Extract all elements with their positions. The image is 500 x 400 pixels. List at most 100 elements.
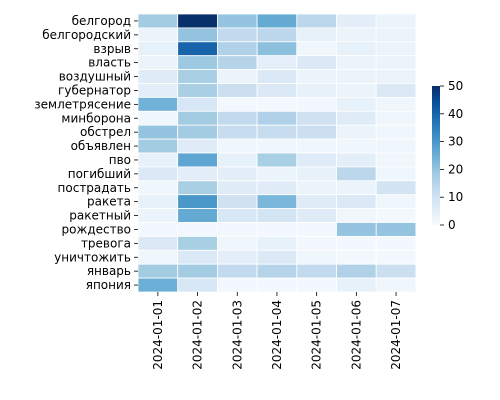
heatmap-cell bbox=[375, 124, 417, 140]
heatmap-cell bbox=[216, 138, 258, 154]
heatmap-cell bbox=[336, 110, 377, 126]
heatmap-cell bbox=[296, 263, 337, 279]
column-label: 2024-01-06 bbox=[349, 300, 363, 370]
row-label: белгород bbox=[72, 14, 131, 28]
heatmap-cell bbox=[256, 180, 298, 196]
heatmap-cell bbox=[216, 194, 258, 209]
colorbar-tick-label: 10 bbox=[448, 190, 463, 204]
heatmap-cell bbox=[336, 97, 377, 112]
row-label: объявлен bbox=[71, 139, 131, 153]
heatmap-cell bbox=[375, 13, 417, 29]
heatmap-cell bbox=[375, 83, 417, 98]
heatmap-cell bbox=[216, 222, 258, 237]
colorbar-tick-label: 30 bbox=[448, 135, 463, 149]
heatmap-cell bbox=[375, 27, 417, 43]
heatmap-cell bbox=[296, 222, 337, 237]
heatmap-cell bbox=[177, 249, 218, 265]
heatmap-cell bbox=[177, 152, 218, 168]
heatmap-cell bbox=[177, 166, 218, 182]
heatmap-cell bbox=[336, 222, 377, 237]
heatmap-cell bbox=[137, 110, 179, 126]
heatmap-cell bbox=[216, 13, 258, 29]
heatmap-cell bbox=[375, 277, 417, 293]
colorbar: 0 10 20 30 40 50 bbox=[432, 79, 463, 232]
heatmap-cell bbox=[137, 13, 179, 29]
heatmap-cell bbox=[216, 69, 258, 84]
heatmap-cell bbox=[177, 124, 218, 140]
heatmap-cell bbox=[216, 180, 258, 196]
heatmap-cell bbox=[256, 27, 298, 43]
heatmap-cell bbox=[375, 41, 417, 57]
heatmap-cell bbox=[375, 194, 417, 209]
heatmap-cell bbox=[375, 263, 417, 279]
heatmap-cell bbox=[296, 277, 337, 293]
row-label: уничтожить bbox=[54, 250, 131, 264]
heatmap-cell bbox=[256, 110, 298, 126]
heatmap-cell bbox=[256, 97, 298, 112]
row-label: пострадать bbox=[58, 181, 131, 195]
heatmap-cell bbox=[296, 41, 337, 57]
row-label: тревога bbox=[81, 236, 131, 250]
heatmap-cell bbox=[256, 124, 298, 140]
heatmap-cell bbox=[256, 138, 298, 154]
heatmap-cell bbox=[256, 13, 298, 29]
heatmap-cell bbox=[375, 235, 417, 251]
heatmap-cells bbox=[137, 13, 417, 293]
row-label: япония bbox=[86, 278, 131, 292]
heatmap-cell bbox=[177, 263, 218, 279]
column-label: 2024-01-01 bbox=[151, 300, 165, 370]
row-label: землетрясение bbox=[34, 97, 131, 111]
heatmap-cell bbox=[336, 166, 377, 182]
heatmap-cell bbox=[375, 208, 417, 223]
heatmap-cell bbox=[296, 97, 337, 112]
heatmap-cell bbox=[336, 277, 377, 293]
heatmap-cell bbox=[336, 83, 377, 98]
heatmap-cell bbox=[216, 27, 258, 43]
row-label: ракета bbox=[87, 195, 131, 209]
heatmap-cell bbox=[296, 13, 337, 29]
row-label: пво bbox=[109, 153, 131, 167]
row-label: ракетный bbox=[69, 209, 131, 223]
heatmap-cell bbox=[137, 41, 179, 57]
heatmap-cell bbox=[256, 55, 298, 71]
heatmap-cell bbox=[256, 208, 298, 223]
heatmap-cell bbox=[216, 208, 258, 223]
heatmap-cell bbox=[375, 152, 417, 168]
heatmap-cell bbox=[375, 180, 417, 196]
heatmap-cell bbox=[177, 222, 218, 237]
heatmap-cell bbox=[137, 222, 179, 237]
colorbar-tick-label: 50 bbox=[448, 79, 463, 93]
heatmap-cell bbox=[336, 13, 377, 29]
heatmap-cell bbox=[177, 194, 218, 209]
column-labels: 2024-01-01 2024-01-02 2024-01-03 2024-01-04… bbox=[151, 292, 403, 370]
heatmap-cell bbox=[137, 69, 179, 84]
row-labels: белгородбелгородскийвзрыввластьвоздушный… bbox=[34, 14, 138, 292]
heatmap-cell bbox=[256, 83, 298, 98]
heatmap-cell bbox=[296, 208, 337, 223]
heatmap-cell bbox=[137, 166, 179, 182]
heatmap-cell bbox=[137, 124, 179, 140]
column-label: 2024-01-02 bbox=[191, 300, 205, 370]
colorbar-gradient bbox=[432, 86, 440, 225]
heatmap-cell bbox=[216, 263, 258, 279]
heatmap-cell bbox=[256, 249, 298, 265]
heatmap-cell bbox=[216, 166, 258, 182]
heatmap-cell bbox=[375, 166, 417, 182]
heatmap-cell bbox=[137, 97, 179, 112]
heatmap-cell bbox=[336, 124, 377, 140]
heatmap-cell bbox=[137, 27, 179, 43]
heatmap-cell bbox=[137, 138, 179, 154]
row-label: воздушный bbox=[59, 70, 131, 84]
row-label: рождество bbox=[62, 222, 131, 236]
heatmap-cell bbox=[177, 277, 218, 293]
heatmap-cell bbox=[375, 249, 417, 265]
heatmap-cell bbox=[177, 55, 218, 71]
heatmap-cell bbox=[375, 97, 417, 112]
heatmap-cell bbox=[177, 235, 218, 251]
heatmap-cell bbox=[296, 69, 337, 84]
heatmap-cell bbox=[296, 152, 337, 168]
heatmap-cell bbox=[256, 263, 298, 279]
heatmap-cell bbox=[296, 235, 337, 251]
colorbar-tick-label: 40 bbox=[448, 107, 463, 121]
